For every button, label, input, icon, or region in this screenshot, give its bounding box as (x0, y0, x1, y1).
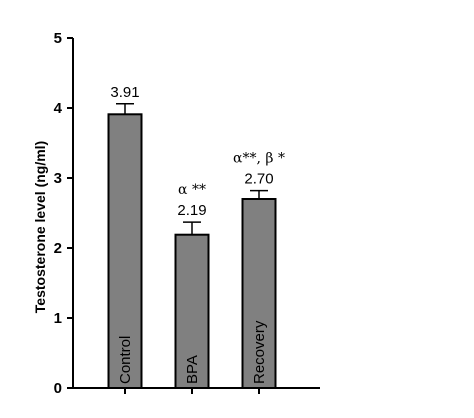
bar-bpa (174, 233, 210, 389)
data-label: 3.91 (110, 84, 139, 101)
significance-label: α ** (178, 182, 206, 198)
bar-recovery (241, 198, 277, 389)
bars (107, 103, 277, 390)
y-tick-label: 2 (54, 240, 62, 257)
data-label: 2.70 (244, 171, 273, 188)
data-label: 2.19 (177, 202, 206, 219)
y-tick-label: 4 (54, 100, 63, 117)
labels: Control 3.91 BPA 2.19 α ** Recovery 2.70 α**, β… (110, 84, 285, 384)
y-tick-label: 3 (54, 170, 62, 187)
y-axis-label: Testosterone level (ng/ml) (32, 141, 48, 313)
y-tick-label: 1 (54, 310, 62, 327)
y-tick-label: 0 (54, 380, 62, 397)
category-label: BPA (184, 355, 201, 384)
category-label: Control (117, 336, 134, 384)
y-tick-label: 5 (54, 30, 62, 47)
bar-control (107, 113, 143, 390)
significance-label: α**, β * (233, 151, 285, 167)
category-label: Recovery (251, 320, 268, 384)
